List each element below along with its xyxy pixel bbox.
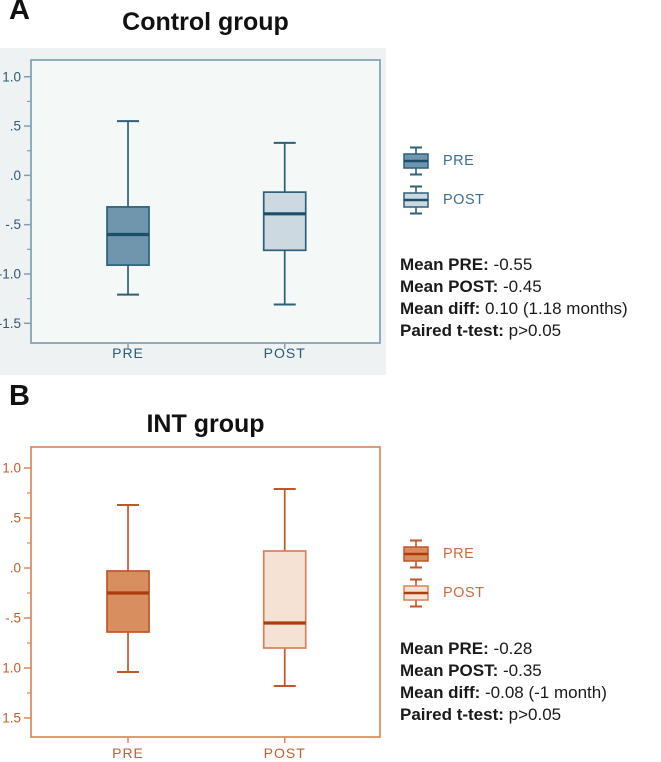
panel-side-column: PRE POST Mean PRE: -0.55 Mean POST: -0.4…	[398, 0, 661, 381]
stat-line-mean-diff: Mean diff: 0.10 (1.18 months)	[400, 299, 628, 318]
svg-text:-1.0: -1.0	[0, 266, 21, 281]
boxplot-glyph-icon	[403, 185, 429, 215]
boxplot-glyph-icon	[403, 146, 429, 176]
boxplot-chart-int: 1.0 .5 .0 -.5 1.0 1.5 PRE POST	[2, 446, 381, 761]
svg-text:-1.5: -1.5	[0, 316, 21, 331]
boxplot-glyph-icon	[403, 578, 429, 608]
legend-item-pre: PRE	[402, 539, 484, 569]
stat-line-mean-diff: Mean diff: -0.08 (-1 month)	[400, 683, 607, 702]
stats-block: Mean PRE: -0.55 Mean POST: -0.45 Mean di…	[400, 254, 660, 342]
legend-label: PRE	[443, 153, 475, 169]
panel-a-control-group: A Control group 1.0 .5 .0 -.5 -1.0 -1.5 PRE POS…	[0, 0, 661, 381]
svg-text:-.5: -.5	[5, 217, 21, 232]
svg-text:POST: POST	[264, 345, 306, 361]
stat-line-ttest: Paired t-test: p>0.05	[400, 705, 562, 724]
svg-text:.5: .5	[10, 511, 21, 526]
svg-text:.0: .0	[10, 168, 21, 183]
svg-text:.0: .0	[10, 561, 21, 576]
stat-line-mean-post: Mean POST: -0.35	[400, 661, 542, 680]
stats-block: Mean PRE: -0.28 Mean POST: -0.35 Mean di…	[400, 638, 660, 726]
svg-text:PRE: PRE	[112, 345, 144, 361]
svg-text:-.5: -.5	[5, 611, 21, 626]
svg-text:PRE: PRE	[112, 745, 144, 761]
svg-text:.5: .5	[10, 119, 21, 134]
stat-line-ttest: Paired t-test: p>0.05	[400, 321, 562, 340]
panel-letter: B	[9, 380, 30, 412]
boxplot-chart-control: 1.0 .5 .0 -.5 -1.0 -1.5 PRE POST	[0, 59, 381, 361]
legend: PRE POST	[402, 146, 484, 224]
legend-item-pre: PRE	[402, 146, 484, 176]
svg-text:1.0: 1.0	[2, 461, 21, 476]
legend-item-post: POST	[402, 185, 484, 215]
legend-label: PRE	[443, 546, 475, 562]
legend-label: POST	[443, 192, 485, 208]
boxplot-glyph-icon	[403, 539, 429, 569]
stat-line-mean-pre: Mean PRE: -0.28	[400, 639, 533, 658]
panel-b-int-group: B INT group 1.0 .5 .0 -.5 1.0 1.5 PRE POST PRE …	[0, 381, 661, 762]
legend-label: POST	[443, 585, 485, 601]
panel-letter: A	[9, 0, 30, 26]
legend: PRE POST	[402, 539, 484, 617]
stat-line-mean-pre: Mean PRE: -0.55	[400, 255, 533, 274]
svg-text:1.0: 1.0	[2, 69, 21, 84]
legend-item-post: POST	[402, 578, 484, 608]
svg-text:1.0: 1.0	[2, 661, 21, 676]
panel-side-column: PRE POST Mean PRE: -0.28 Mean POST: -0.3…	[398, 381, 661, 762]
stat-line-mean-post: Mean POST: -0.45	[400, 277, 542, 296]
svg-text:POST: POST	[264, 745, 306, 761]
svg-text:1.5: 1.5	[2, 711, 21, 726]
chart-title: Control group	[122, 8, 289, 36]
chart-title: INT group	[146, 410, 265, 438]
